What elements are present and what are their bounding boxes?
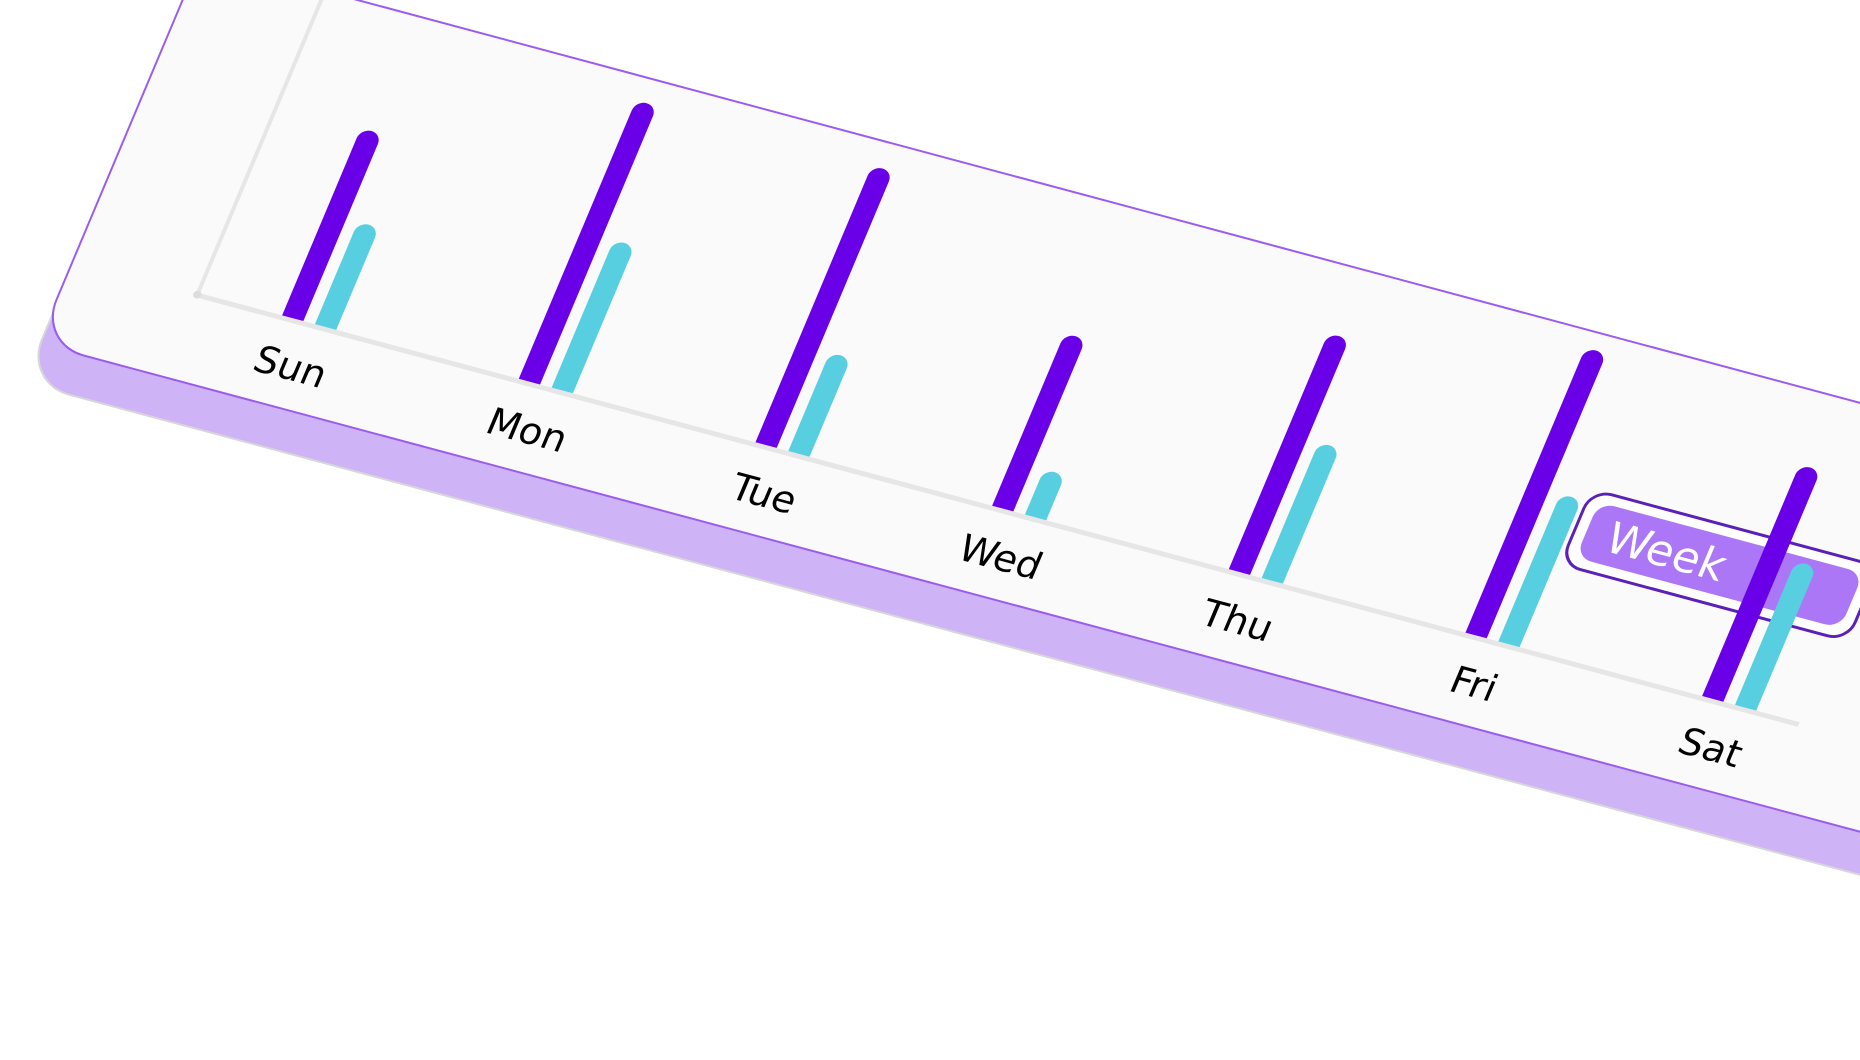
x-tick-label: Sat xyxy=(1671,719,1750,776)
period-toggle[interactable]: Week xyxy=(1558,487,1860,643)
chart-card: Week Sun Mon Tue Wed Thu Fri Sat xyxy=(22,0,1860,902)
x-tick-label: Fri xyxy=(1443,657,1505,711)
x-tick-label: Thu xyxy=(1194,591,1281,651)
bar-wed-series-2 xyxy=(1024,469,1066,521)
x-tick-label: Wed xyxy=(951,526,1050,589)
period-toggle-label: Week xyxy=(1597,513,1735,592)
y-axis xyxy=(194,0,327,298)
x-tick-label: Sun xyxy=(247,337,334,397)
x-tick-label: Mon xyxy=(479,399,575,461)
x-tick-label: Tue xyxy=(723,465,804,523)
period-toggle-active[interactable]: Week xyxy=(1575,502,1860,629)
plot-area xyxy=(201,0,1860,476)
